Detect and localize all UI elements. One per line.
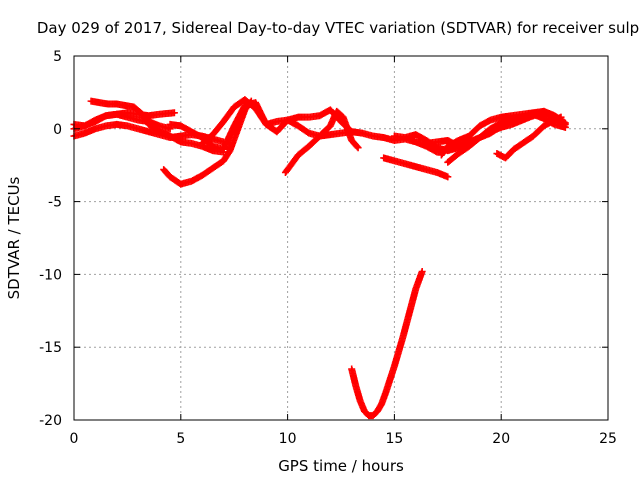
x-tick-label: 5 [176, 431, 185, 447]
series-arc-9 [380, 154, 452, 181]
series-arc-2 [70, 120, 228, 146]
data-point [444, 173, 452, 181]
y-axis-label: SDTVAR / TECUs [5, 176, 23, 299]
plot-frame [73, 55, 609, 421]
y-tick-label: -5 [48, 195, 62, 211]
series-arc-15 [444, 109, 569, 166]
y-tick-label: 5 [53, 49, 62, 65]
chart-title: Day 029 of 2017, Sidereal Day-to-day VTE… [37, 19, 639, 37]
y-tick-label: -15 [39, 340, 62, 356]
data-point [170, 109, 178, 117]
y-tick-label: -10 [39, 267, 62, 283]
x-tick-label: 10 [279, 431, 297, 447]
x-tick-label: 20 [492, 431, 510, 447]
series-arc-10 [348, 267, 426, 420]
data-point [561, 123, 569, 131]
x-tick-label: 0 [70, 431, 79, 447]
data-point [560, 122, 568, 130]
x-tick-label: 15 [385, 431, 403, 447]
y-tick-label: -20 [39, 413, 62, 429]
axis-ticks: 0 5 10 15 20 25 5 0 -5 -10 -15 -20 [39, 49, 617, 447]
series-arc-5 [160, 97, 255, 188]
data-point [353, 143, 361, 151]
x-axis-label: GPS time / hours [278, 457, 404, 475]
data-point [354, 144, 362, 152]
data-point [418, 267, 426, 275]
data-series [70, 96, 569, 420]
series-arc-8 [281, 107, 362, 176]
x-tick-label: 25 [599, 431, 617, 447]
y-tick-label: 0 [53, 122, 62, 138]
